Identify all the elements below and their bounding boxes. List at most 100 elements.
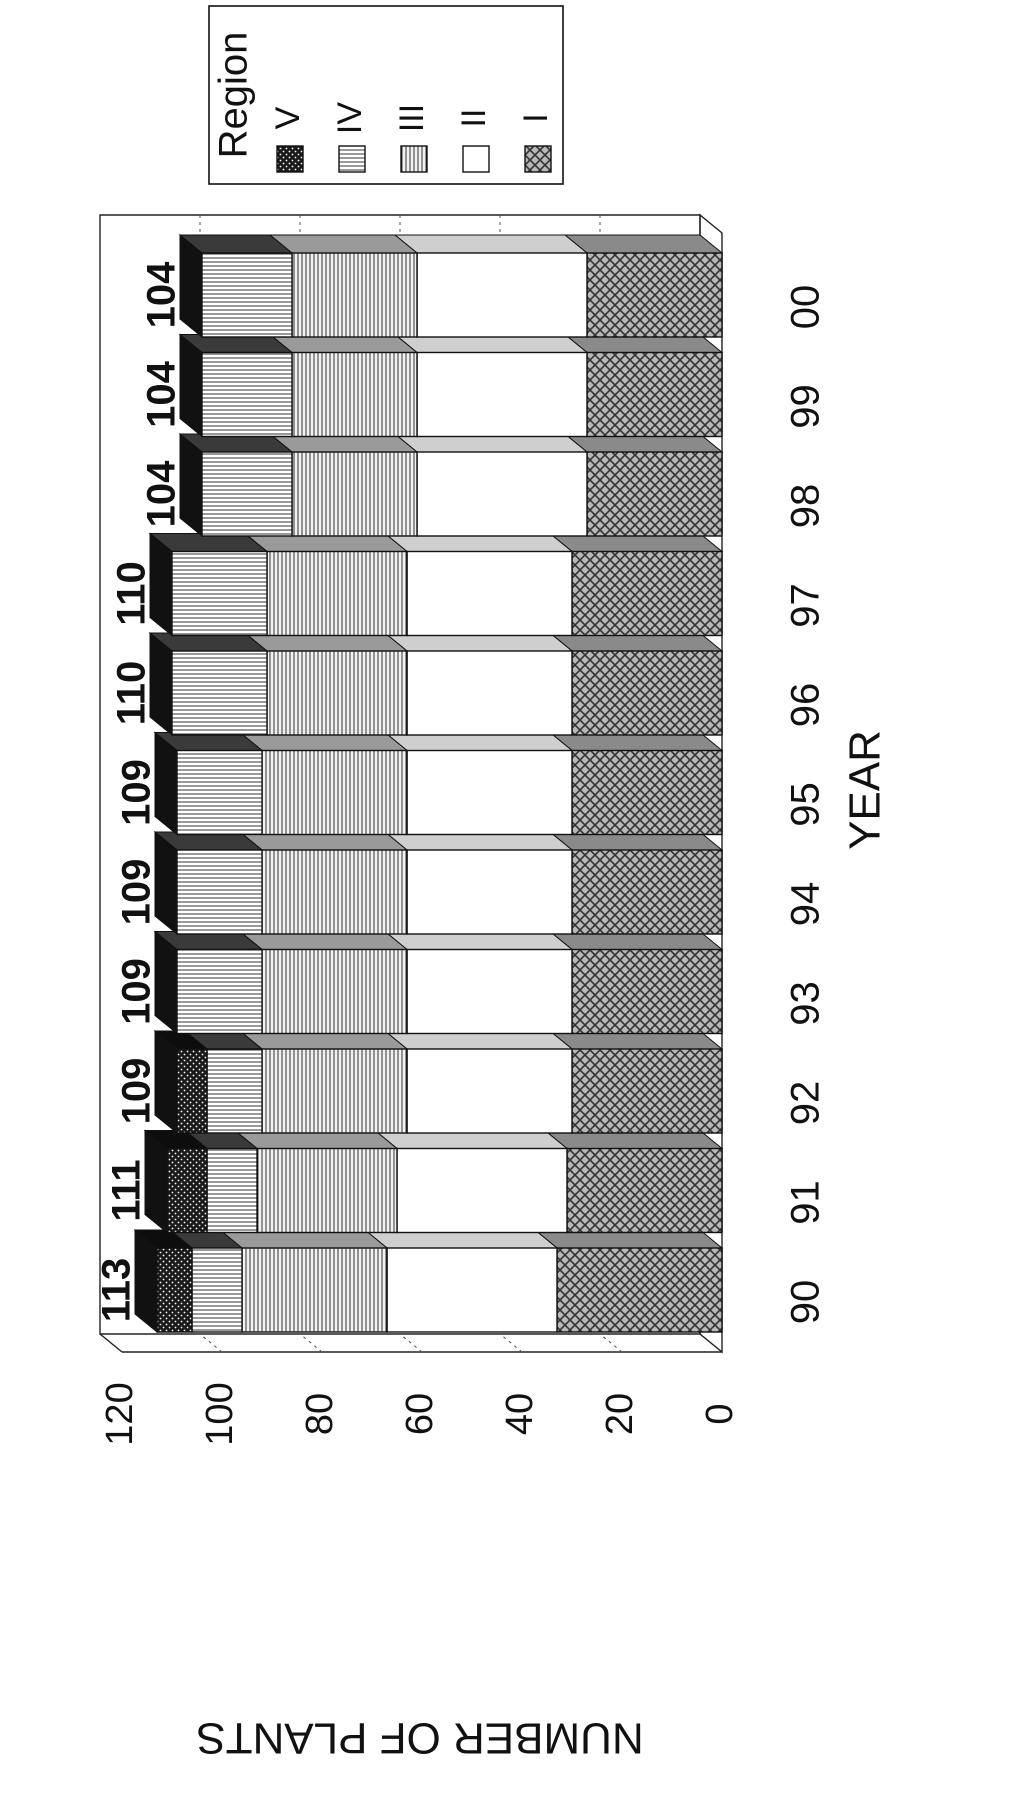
bar-segment [266,550,408,637]
y-tick-label: 60 [399,1393,441,1435]
bar-segment [176,1048,208,1134]
bar-end-cap [154,731,178,836]
bar-segment [396,1147,568,1234]
bar-segment-side [268,234,419,254]
y-tick-label: 20 [599,1393,641,1435]
legend-box [208,5,564,185]
x-tick-label: 90 [784,1280,828,1325]
bar-total-label: 104 [140,460,184,527]
gridline-floor [199,1333,223,1353]
bar-segment [171,650,268,736]
bar-end-cap [154,1029,178,1135]
bar-segment [166,1147,208,1234]
legend-swatch [400,145,428,173]
bar-segment [586,252,723,338]
legend-swatch [462,145,490,173]
bar-segment [406,1048,573,1134]
legend-label: V [269,106,307,129]
bar-end-cap [179,333,203,438]
y-tick-label: 100 [199,1382,241,1445]
legend-label: I [517,113,555,122]
bar-total-label: 110 [110,661,154,726]
legend-swatch [338,145,366,173]
y-tick-label: 120 [99,1382,141,1445]
x-tick-label: 95 [784,782,828,827]
bar-segment [571,849,723,935]
bar-segment [586,351,723,438]
wall-edge [99,1333,123,1353]
bar-segment [571,948,723,1035]
bar-total-label: 110 [110,561,154,626]
bar-segment [566,1147,723,1234]
y-tick-label: 80 [299,1393,341,1435]
x-tick-label: 96 [784,683,828,728]
bar-segment [291,451,418,537]
bar-total-label: 109 [115,859,159,926]
bar-total-label: 113 [95,1258,139,1323]
bar-segment [571,650,723,736]
x-tick-label: 92 [784,1081,828,1126]
bar-segment [291,252,418,338]
gridline-floor [299,1333,323,1353]
bar-segment [201,252,293,338]
bar-total-label: 111 [105,1159,149,1221]
bar-segment [201,351,293,438]
bar-end-cap [154,930,178,1035]
legend-label: II [455,109,493,128]
bar-end-cap [149,631,173,737]
bar-segment [176,849,263,935]
y-tick-label: 0 [699,1403,741,1424]
bar-total-label: 109 [115,1058,159,1125]
x-tick-label: 99 [784,384,828,429]
bar-segment [171,550,268,637]
bar-segment [261,948,408,1035]
x-tick-label: 93 [784,981,828,1026]
bar-total-label: 109 [115,958,159,1025]
bar-total-label: 104 [140,360,184,427]
bar-segment [406,650,573,736]
x-tick-label: 98 [784,484,828,529]
bars [133,233,724,1334]
bar-segment [261,749,408,836]
bar-end-cap [179,432,203,538]
bar-segment [556,1247,723,1333]
bar-segment [406,849,573,935]
legend-swatch [524,145,552,173]
axis-labels: 0 20 40 60 80 100 120 113 90 111 91 109 92 109 93 109 94… [95,261,890,1762]
bar-segment [406,550,573,637]
legend-label: IV [331,102,369,134]
bar-segment [156,1247,193,1333]
bar-segment [176,749,263,836]
bar-segment [206,1048,263,1134]
legend-swatch [276,145,304,173]
x-tick-label: 94 [784,882,828,927]
x-tick-label: 97 [784,583,828,628]
bar-segment [416,451,588,537]
bar-segment [201,451,293,537]
bar-end-cap [144,1129,168,1234]
x-tick-label: 00 [784,285,828,330]
x-axis-title: YEAR [841,730,890,850]
bar-segment [571,550,723,637]
bar-end-cap [179,233,203,339]
bar-segment [291,351,418,438]
bar-segment [571,1048,723,1134]
bar-segment [416,351,588,438]
bar-segment [261,1048,408,1134]
legend-label: III [393,104,431,132]
bar-segment [386,1247,558,1333]
bar-segment [406,948,573,1035]
bar-total-label: 104 [140,261,184,328]
y-axis-title: NUMBER OF PLANTS [196,1713,643,1762]
x-tick-label: 91 [784,1180,828,1225]
bar-segment [256,1147,398,1234]
gridline-floor [599,1333,623,1353]
legend-title: Region [212,32,256,159]
bar-segment [176,948,263,1035]
bar-segment [571,749,723,836]
bar-segment [586,451,723,537]
bar-segment [406,749,573,836]
bar-segment [416,252,588,338]
